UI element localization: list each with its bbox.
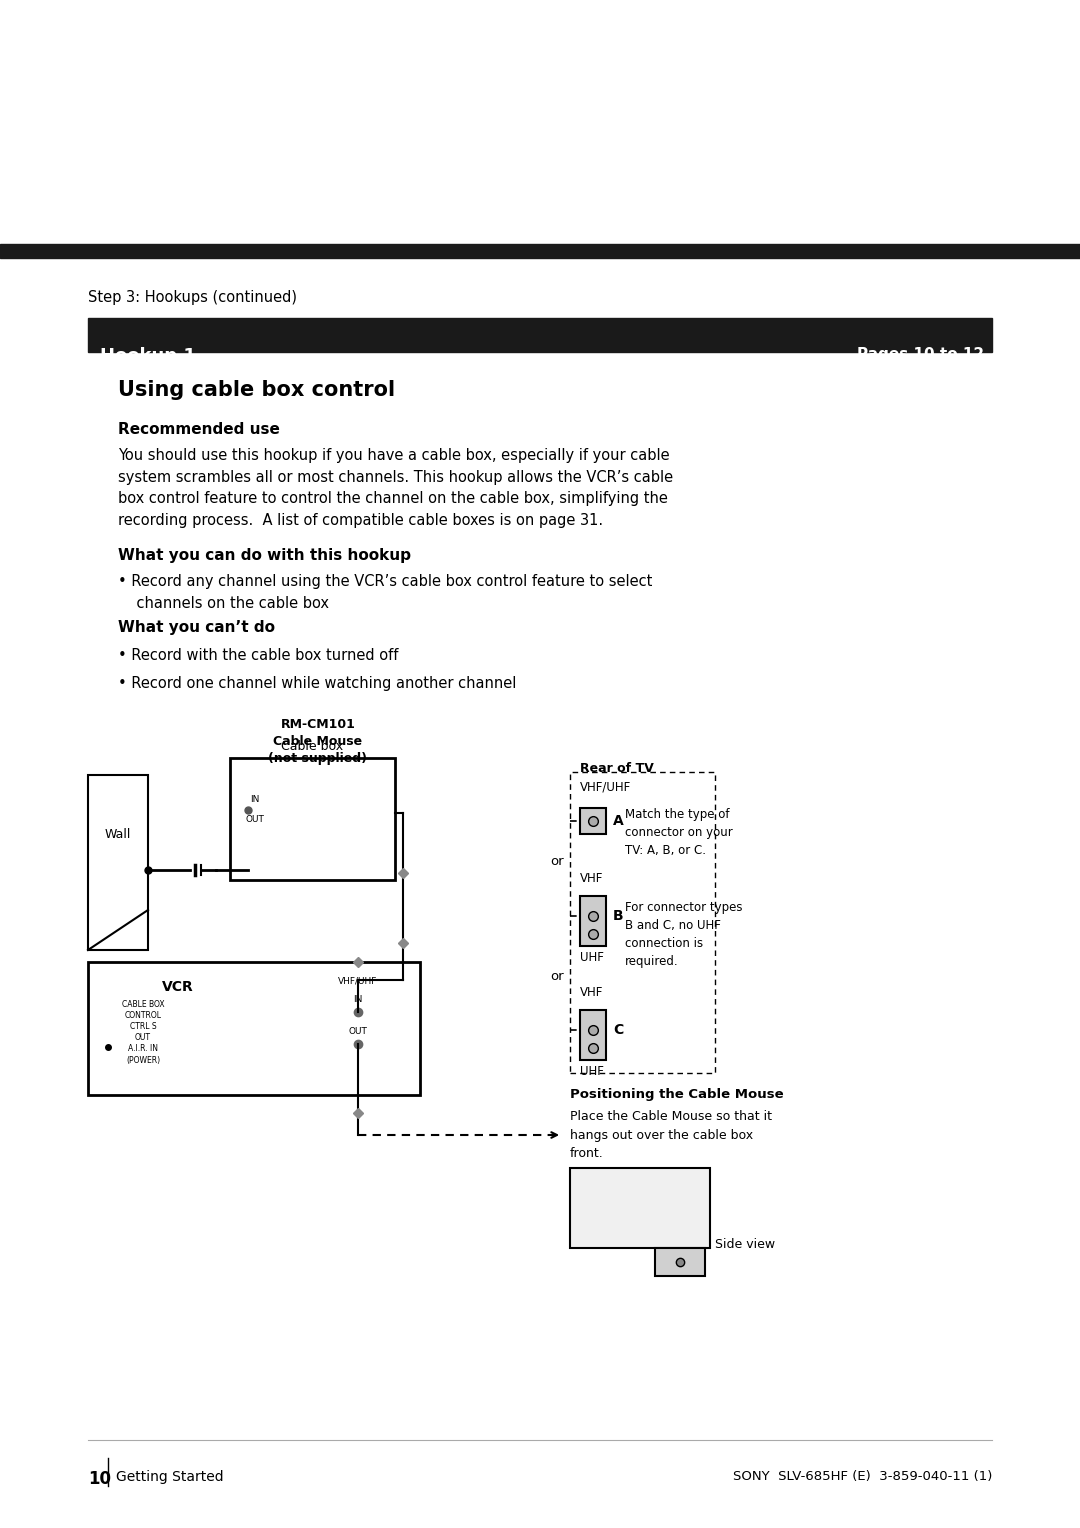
Bar [0, 244, 1080, 258]
Text: 10: 10 [87, 1470, 111, 1488]
Text: OUT: OUT [245, 816, 265, 825]
Text: What you can do with this hookup: What you can do with this hookup [118, 549, 411, 562]
Bar [580, 808, 606, 834]
Text: Wall: Wall [105, 828, 131, 842]
Bar [230, 758, 395, 880]
Text: B: B [613, 909, 623, 923]
Bar [580, 895, 606, 946]
Text: A: A [613, 814, 624, 828]
Bar [87, 775, 148, 950]
Text: Rear of TV: Rear of TV [580, 762, 653, 775]
Text: • Record with the cable box turned off: • Record with the cable box turned off [118, 648, 399, 663]
Bar [87, 318, 993, 351]
Text: Recommended use: Recommended use [118, 422, 280, 437]
Text: • Record one channel while watching another channel: • Record one channel while watching anot… [118, 675, 516, 691]
Bar [87, 963, 420, 1096]
Text: Side view: Side view [715, 1238, 775, 1251]
Text: CABLE BOX
CONTROL
CTRL S
OUT
A.I.R. IN
(POWER): CABLE BOX CONTROL CTRL S OUT A.I.R. IN (… [122, 999, 164, 1065]
Text: Hookup 1: Hookup 1 [100, 347, 195, 365]
Text: UHF: UHF [580, 950, 604, 964]
Text: Place the Cable Mouse so that it
hangs out over the cable box
front.: Place the Cable Mouse so that it hangs o… [570, 1109, 772, 1160]
Text: or: or [550, 856, 564, 868]
Text: VCR: VCR [162, 979, 194, 995]
Text: Positioning the Cable Mouse: Positioning the Cable Mouse [570, 1088, 784, 1102]
Text: OUT: OUT [349, 1027, 367, 1036]
Text: VHF/UHF: VHF/UHF [580, 779, 631, 793]
Text: Using cable box control: Using cable box control [118, 380, 395, 400]
Text: What you can’t do: What you can’t do [118, 620, 275, 636]
Bar [570, 1167, 710, 1248]
Text: SONY  SLV-685HF (E)  3-859-040-11 (1): SONY SLV-685HF (E) 3-859-040-11 (1) [732, 1470, 993, 1484]
Text: • Record any channel using the VCR’s cable box control feature to select
    cha: • Record any channel using the VCR’s cab… [118, 575, 652, 611]
Bar [580, 1010, 606, 1060]
Text: C: C [613, 1024, 623, 1038]
Text: Step 3: Hookups (continued): Step 3: Hookups (continued) [87, 290, 297, 306]
Text: or: or [550, 970, 564, 983]
Text: For connector types
B and C, no UHF
connection is
required.: For connector types B and C, no UHF conn… [625, 902, 743, 969]
Text: Pages 10 to 12: Pages 10 to 12 [856, 347, 984, 362]
Text: VHF: VHF [580, 986, 604, 999]
Text: VHF/UHF: VHF/UHF [338, 976, 378, 986]
Bar [570, 772, 715, 1073]
Text: VHF: VHF [580, 872, 604, 885]
Text: IN: IN [353, 995, 363, 1004]
Text: You should use this hookup if you have a cable box, especially if your cable
sys: You should use this hookup if you have a… [118, 448, 673, 527]
Text: Getting Started: Getting Started [116, 1470, 224, 1484]
Bar [654, 1248, 705, 1276]
Text: RM-CM101
Cable Mouse
(not supplied): RM-CM101 Cable Mouse (not supplied) [269, 718, 367, 766]
Text: IN: IN [251, 796, 259, 805]
Text: Match the type of
connector on your
TV: A, B, or C.: Match the type of connector on your TV: … [625, 808, 732, 857]
Text: Cable box: Cable box [282, 740, 343, 753]
Text: UHF: UHF [580, 1065, 604, 1077]
